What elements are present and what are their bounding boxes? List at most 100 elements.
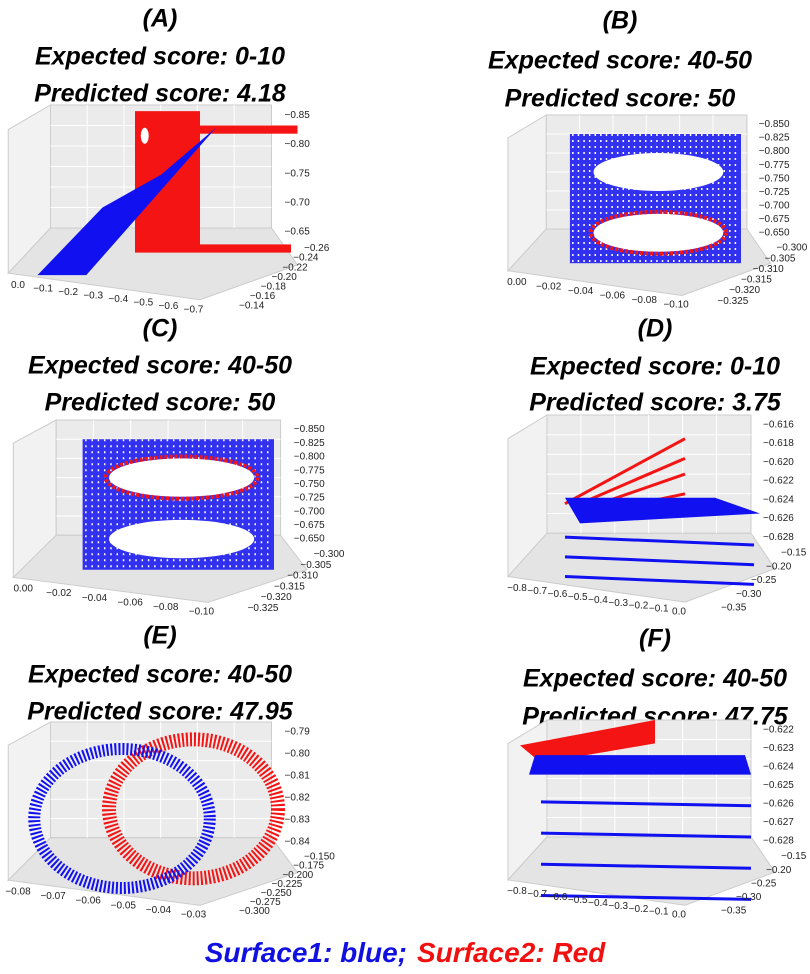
z-ticks-label: −0.80	[285, 139, 311, 150]
y-ticks-label: −0.300	[776, 243, 807, 254]
z-ticks-label: −0.825	[294, 438, 325, 449]
surface-shape	[529, 755, 751, 775]
x-ticks-label: 0.0	[11, 280, 25, 291]
z-ticks-label: −0.750	[294, 479, 325, 490]
z-ticks-label: −0.70	[285, 198, 311, 209]
z-ticks-label: −0.650	[759, 227, 790, 238]
surface-shape	[200, 244, 291, 252]
panel-expected: Expected score: 0-10	[35, 43, 285, 71]
x-ticks-label: −0.4	[588, 595, 608, 606]
x-ticks-label: −0.03	[181, 910, 207, 921]
surface-shape	[141, 128, 149, 144]
y-ticks-label: −0.14	[239, 301, 265, 312]
surface-shape	[109, 458, 254, 496]
x-ticks-label: 0.00	[507, 277, 527, 288]
z-ticks-label: −0.626	[763, 798, 794, 809]
y-ticks-label: −0.315	[274, 581, 305, 592]
z-ticks-label: −0.628	[763, 532, 794, 543]
x-ticks-label: −0.10	[189, 607, 215, 618]
y-ticks-label: −0.15	[781, 851, 807, 862]
z-ticks-label: −0.850	[759, 119, 790, 130]
x-ticks-label: −0.8	[507, 583, 527, 594]
z-ticks-label: −0.79	[285, 726, 311, 737]
z-ticks-label: −0.627	[763, 817, 794, 828]
z-ticks-label: −0.620	[763, 457, 794, 468]
x-ticks-label: −0.04	[568, 286, 594, 297]
z-ticks-label: −0.85	[285, 110, 311, 121]
x-ticks-label: −0.02	[46, 588, 72, 599]
x-ticks-label: −0.08	[632, 295, 658, 306]
panel: (B) Expected score: 40-50 Predicted score:…	[488, 7, 808, 311]
y-ticks-label: −0.30	[736, 892, 762, 903]
panel-expected: Expected score: 40-50	[523, 665, 787, 693]
panel-label: (B)	[603, 7, 638, 35]
panel-predicted: Predicted score: 50	[45, 389, 276, 417]
y-ticks-label: −0.35	[721, 906, 747, 917]
legend-surface2: Surface2: Red	[417, 937, 606, 968]
z-ticks-label: −0.616	[763, 419, 794, 430]
z-ticks-label: −0.80	[285, 748, 311, 759]
panel: (D) Expected score: 0-10 Predicted score: …	[507, 315, 807, 618]
y-ticks-label: −0.20	[766, 561, 792, 572]
panel-predicted: Predicted score: 4.18	[34, 80, 286, 108]
y-ticks-label: −0.310	[753, 264, 784, 275]
z-ticks-label: −0.623	[763, 743, 794, 754]
z-ticks-label: −0.800	[294, 452, 325, 463]
x-ticks-label: −0.08	[153, 602, 179, 613]
x-ticks-label: −0.2	[629, 601, 649, 612]
y-ticks-label: −0.310	[287, 571, 318, 582]
x-ticks-label: −0.7	[527, 586, 547, 597]
z-ticks-label: −0.75	[285, 168, 311, 179]
z-ticks-label: −0.622	[763, 476, 794, 487]
x-ticks-label: 0.0	[672, 607, 686, 618]
panel-predicted: Predicted score: 50	[505, 85, 736, 113]
legend: Surface1: blue;Surface2: Red	[205, 937, 606, 968]
x-ticks-label: −0.04	[146, 905, 172, 916]
z-ticks-label: −0.800	[759, 146, 790, 157]
x-ticks-label: −0.3	[83, 291, 103, 302]
x-ticks-label: −0.06	[117, 597, 143, 608]
panel-label: (C)	[143, 315, 178, 343]
y-ticks-label: −0.320	[261, 592, 292, 603]
z-ticks-label: −0.65	[285, 227, 311, 238]
panel-label: (D)	[638, 315, 673, 343]
z-ticks-label: −0.624	[763, 761, 794, 772]
x-ticks-label: −0.5	[568, 592, 588, 603]
y-ticks-label: −0.30	[736, 589, 762, 600]
y-ticks-label: −0.325	[717, 296, 748, 307]
panel-predicted: Predicted score: 47.95	[27, 698, 294, 726]
y-ticks-label: −0.300	[239, 906, 270, 917]
z-ticks-label: −0.725	[759, 187, 790, 198]
z-ticks-label: −0.628	[763, 836, 794, 847]
panel-expected: Expected score: 0-10	[530, 353, 780, 381]
y-ticks-label: −0.305	[300, 560, 331, 571]
x-ticks-label: 0.0	[672, 910, 686, 921]
z-ticks-label: −0.700	[759, 200, 790, 211]
x-ticks-label: −0.05	[111, 900, 137, 911]
x-ticks-label: −0.07	[40, 891, 66, 902]
panel-expected: Expected score: 40-50	[488, 47, 752, 75]
x-ticks-label: −0.2	[629, 904, 649, 915]
z-ticks-label: −0.82	[285, 792, 311, 803]
x-ticks-label: −0.5	[133, 298, 153, 309]
x-ticks-label: −0.3	[608, 598, 628, 609]
y-ticks-label: −0.320	[729, 285, 760, 296]
panel-predicted: Predicted score: 3.75	[529, 389, 782, 417]
z-ticks-label: −0.700	[294, 506, 325, 517]
x-ticks-label: −0.3	[608, 901, 628, 912]
x-ticks-label: −0.6	[548, 589, 568, 600]
x-ticks-label: −0.6	[548, 892, 568, 903]
surface-shape	[594, 153, 724, 191]
z-ticks-label: −0.750	[759, 173, 790, 184]
z-ticks-label: −0.622	[763, 724, 794, 735]
y-ticks-label: −0.25	[751, 575, 777, 586]
surface-shape	[109, 520, 254, 558]
z-ticks-label: −0.618	[763, 438, 794, 449]
z-ticks-label: −0.675	[294, 520, 325, 531]
x-ticks-label: −0.04	[82, 593, 108, 604]
panel-expected: Expected score: 40-50	[28, 661, 292, 689]
y-ticks-label: −0.35	[721, 603, 747, 614]
y-ticks-label: −0.305	[765, 253, 796, 264]
